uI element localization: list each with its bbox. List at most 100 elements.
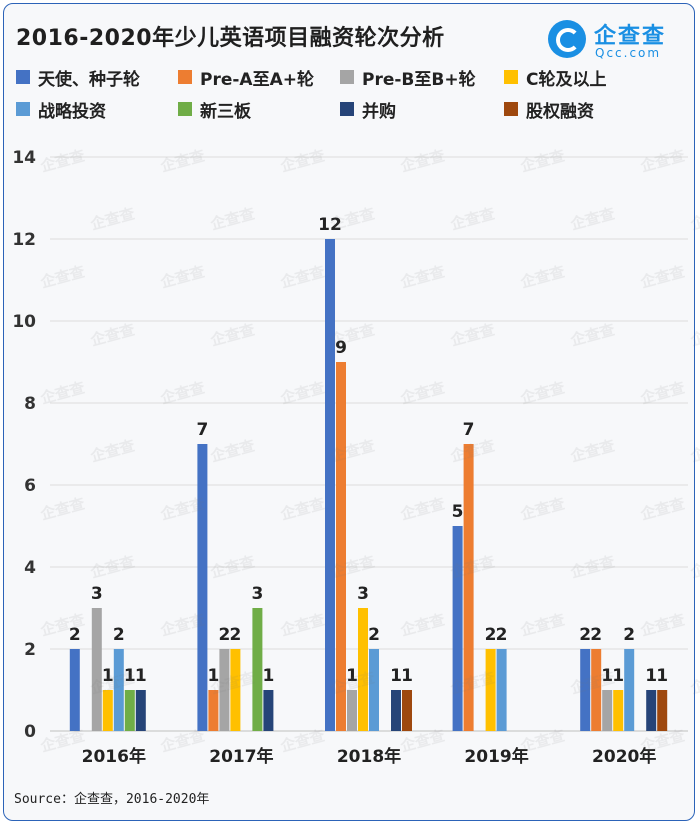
chart-title: 2016-2020年少儿英语项目融资轮次分析 bbox=[16, 26, 445, 51]
data-label: 1 bbox=[135, 666, 147, 686]
bar bbox=[452, 526, 463, 731]
y-tick-label: 4 bbox=[24, 558, 36, 578]
data-label: 2 bbox=[113, 625, 125, 645]
bar bbox=[624, 649, 635, 731]
data-label: 3 bbox=[251, 584, 263, 604]
x-tick-label: 2016年 bbox=[82, 746, 146, 767]
bar bbox=[613, 690, 624, 731]
y-tick-label: 10 bbox=[12, 312, 36, 332]
data-label: 3 bbox=[357, 584, 369, 604]
bar bbox=[252, 608, 263, 731]
legend-item: Pre-B至B+轮 bbox=[340, 66, 476, 90]
data-label: 1 bbox=[645, 666, 657, 686]
x-tick-label: 2018年 bbox=[337, 746, 401, 767]
data-label: 3 bbox=[91, 584, 103, 604]
bar bbox=[463, 444, 474, 731]
x-tick-label: 2020年 bbox=[592, 746, 656, 767]
legend-swatch bbox=[178, 70, 192, 84]
legend-label: 股权融资 bbox=[526, 101, 594, 122]
legend-label: 天使、种子轮 bbox=[38, 69, 140, 90]
data-label: 2 bbox=[368, 625, 380, 645]
data-label: 2 bbox=[485, 625, 497, 645]
bar bbox=[369, 649, 379, 731]
bar bbox=[113, 649, 124, 731]
y-tick-label: 14 bbox=[12, 148, 36, 168]
legend-label: 并购 bbox=[362, 101, 396, 122]
x-tick-label: 2017年 bbox=[209, 746, 273, 767]
data-label: 1 bbox=[656, 666, 668, 686]
source-note: Source：企查查，2016-2020年 bbox=[14, 792, 210, 807]
legend-item: 新三板 bbox=[178, 98, 251, 122]
data-label: 7 bbox=[463, 420, 475, 440]
legend-item: C轮及以上 bbox=[504, 66, 607, 90]
data-label: 2 bbox=[229, 625, 241, 645]
y-tick-label: 12 bbox=[12, 230, 36, 250]
data-label: 2 bbox=[579, 625, 591, 645]
bar bbox=[646, 690, 657, 731]
bar bbox=[580, 649, 591, 731]
data-label: 1 bbox=[612, 666, 624, 686]
data-label: 2 bbox=[218, 625, 230, 645]
bar bbox=[602, 690, 613, 731]
data-label: 7 bbox=[196, 420, 208, 440]
data-label: 1 bbox=[124, 666, 136, 686]
x-tick-label: 2019年 bbox=[464, 746, 528, 767]
legend-swatch bbox=[504, 102, 518, 116]
bar bbox=[485, 649, 496, 731]
data-label: 1 bbox=[207, 666, 219, 686]
legend-item: 天使、种子轮 bbox=[16, 66, 140, 90]
data-label: 5 bbox=[452, 502, 464, 522]
legend-label: 新三板 bbox=[200, 101, 251, 122]
logo-text-en: Qcc.com bbox=[595, 46, 662, 60]
bar bbox=[336, 362, 346, 731]
legend-item: 股权融资 bbox=[504, 98, 594, 122]
legend-swatch bbox=[16, 102, 30, 116]
bar bbox=[263, 690, 274, 731]
legend-label: 战略投资 bbox=[38, 101, 106, 122]
legend-swatch bbox=[178, 102, 192, 116]
legend-label: Pre-B至B+轮 bbox=[362, 69, 476, 90]
bar bbox=[591, 649, 602, 731]
legend-swatch bbox=[16, 70, 30, 84]
bar bbox=[391, 690, 401, 731]
bar bbox=[347, 690, 357, 731]
data-label: 1 bbox=[601, 666, 613, 686]
legend-item: 并购 bbox=[340, 98, 396, 122]
bar bbox=[102, 690, 113, 731]
legend-swatch bbox=[504, 70, 518, 84]
legend-label: C轮及以上 bbox=[526, 69, 607, 90]
y-tick-label: 0 bbox=[24, 722, 36, 742]
data-label: 12 bbox=[318, 215, 342, 235]
data-label: 1 bbox=[390, 666, 402, 686]
data-label: 2 bbox=[590, 625, 602, 645]
y-tick-label: 6 bbox=[24, 476, 36, 496]
bar bbox=[402, 690, 412, 731]
legend-item: Pre-A至A+轮 bbox=[178, 66, 314, 90]
brand-logo: 企查查 Qcc.com bbox=[548, 18, 688, 64]
y-tick-label: 2 bbox=[24, 640, 36, 660]
bar bbox=[230, 649, 241, 731]
data-label: 2 bbox=[623, 625, 635, 645]
data-label: 2 bbox=[69, 625, 81, 645]
data-label: 2 bbox=[496, 625, 508, 645]
legend-item: 战略投资 bbox=[16, 98, 106, 122]
bar bbox=[325, 239, 335, 731]
bar bbox=[69, 649, 80, 731]
bar bbox=[208, 690, 219, 731]
legend-label: Pre-A至A+轮 bbox=[200, 69, 314, 90]
bar bbox=[219, 649, 230, 731]
bar bbox=[91, 608, 102, 731]
qcc-logo-icon bbox=[548, 20, 586, 58]
bar bbox=[358, 608, 368, 731]
bar bbox=[197, 444, 208, 731]
bar bbox=[135, 690, 146, 731]
bar bbox=[124, 690, 135, 731]
legend-swatch bbox=[340, 102, 354, 116]
logo-text-cn: 企查查 bbox=[594, 24, 667, 49]
y-tick-label: 8 bbox=[24, 394, 36, 414]
data-label: 1 bbox=[401, 666, 413, 686]
data-label: 1 bbox=[262, 666, 274, 686]
bar bbox=[496, 649, 507, 731]
bar bbox=[657, 690, 668, 731]
